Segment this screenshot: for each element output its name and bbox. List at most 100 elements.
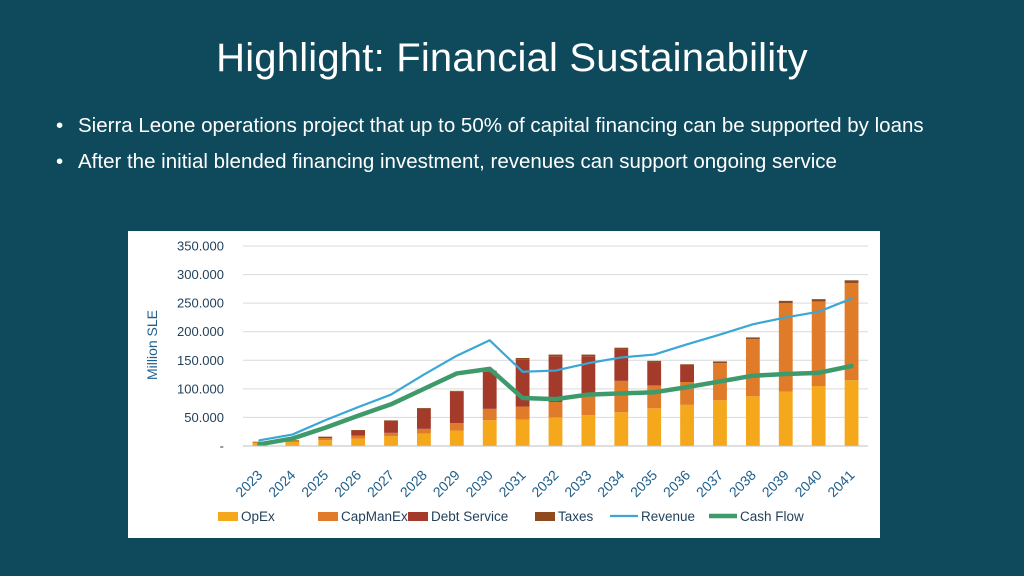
bar-segment-capmanex (844, 283, 859, 381)
x-tick-label: 2038 (726, 467, 759, 500)
line-series (257, 297, 854, 447)
bar-segment-taxes (384, 420, 398, 421)
slide-title: Highlight: Financial Sustainability (216, 36, 808, 80)
bar-segment-debt-service (417, 408, 431, 429)
bar-segment-capmanex (811, 301, 826, 386)
bar-segment-opex (482, 420, 497, 446)
x-tick-label: 2031 (495, 467, 528, 500)
legend-swatch (408, 512, 428, 521)
x-tick-label: 2034 (594, 467, 627, 500)
bar-segment-taxes (351, 430, 366, 431)
bar-segment-capmanex (647, 385, 662, 409)
bar-segment-debt-service (449, 391, 464, 424)
bar-segment-opex (844, 380, 859, 446)
bar-segment-opex (647, 408, 662, 446)
y-axis-label: Million SLE (144, 310, 160, 380)
bar-segment-taxes (844, 280, 859, 284)
bar-segment-opex (351, 438, 366, 446)
legend-label: Taxes (558, 509, 594, 524)
line-cash-flow (257, 363, 854, 447)
bar-segment-opex (680, 404, 694, 446)
legend-swatch (318, 512, 338, 521)
y-tick-label: - (220, 439, 224, 454)
bar-segment-opex (384, 436, 398, 446)
bar-segment-taxes (713, 361, 727, 364)
x-tick-label: 2030 (462, 467, 495, 500)
bar-segment-taxes (647, 360, 662, 363)
chart-panel: - 50.000 100.000 150.000 200.000 250.000 300.0… (128, 231, 880, 538)
legend: OpEx CapManEx Debt Service Taxes Revenue Cash… (218, 509, 804, 524)
bar-segment-opex (778, 391, 793, 446)
bar-segment-taxes (417, 408, 431, 409)
legend-label: OpEx (241, 509, 275, 524)
stacked-bar-line-chart: - 50.000 100.000 150.000 200.000 250.000 300.0… (144, 239, 868, 524)
bar-segment-opex (745, 396, 760, 446)
bar-segment-taxes (778, 300, 793, 304)
x-tick-label: 2026 (331, 467, 364, 500)
bar-segment-taxes (745, 337, 760, 340)
bar-segment-opex (515, 419, 530, 446)
legend-label: Revenue (641, 509, 695, 524)
bar-segment-capmanex (384, 432, 398, 437)
bar-segment-opex (614, 412, 629, 446)
bar-segment-capmanex (745, 339, 760, 397)
y-tick-label: 350.000 (177, 239, 224, 254)
bar-segment-debt-service (482, 371, 497, 409)
line-revenue (258, 297, 853, 442)
legend-label: Cash Flow (740, 509, 804, 524)
bar-segment-debt-service (548, 356, 563, 402)
bar-segment-taxes (581, 354, 596, 357)
bar-segment-debt-service (384, 420, 398, 433)
x-tick-label: 2041 (824, 467, 857, 500)
bar-segment-opex (581, 415, 596, 446)
x-tick-label: 2023 (232, 467, 265, 500)
bar-segment-capmanex (515, 406, 530, 420)
legend-swatch (535, 512, 555, 521)
legend-label: Debt Service (431, 509, 508, 524)
bar-segment-opex (318, 440, 333, 446)
bar-segment-capmanex (581, 396, 596, 416)
bar-segment-taxes (614, 347, 629, 350)
x-tick-label: 2036 (660, 467, 693, 500)
bar-segment-capmanex (318, 438, 333, 441)
x-tick-label: 2040 (791, 467, 824, 500)
x-tick-label: 2028 (397, 467, 430, 500)
bar-segment-debt-service (680, 366, 694, 382)
bar-segment-taxes (680, 364, 694, 366)
bar-segment-debt-service (581, 356, 596, 397)
y-tick-label: 150.000 (177, 353, 224, 368)
bar-segment-capmanex (778, 303, 793, 392)
x-tick-label: 2033 (561, 467, 594, 500)
bar-segment-capmanex (548, 402, 563, 418)
bar-series (252, 280, 859, 446)
bar-segment-capmanex (417, 428, 431, 434)
x-tick-label: 2039 (759, 467, 792, 500)
y-tick-label: 250.000 (177, 296, 224, 311)
bar-segment-taxes (811, 299, 826, 302)
x-tick-label: 2029 (430, 467, 463, 500)
bar-segment-capmanex (449, 423, 464, 431)
x-tick-label: 2027 (364, 467, 397, 500)
bar-segment-taxes (515, 358, 530, 360)
x-tick-label: 2024 (265, 467, 298, 500)
bullet-list: Sierra Leone operations project that up … (56, 112, 996, 184)
y-tick-label: 50.000 (184, 410, 224, 425)
x-tick-label: 2035 (627, 467, 660, 500)
bar-segment-opex (548, 417, 563, 446)
bar-segment-taxes (449, 390, 464, 392)
y-tick-label: 300.000 (177, 267, 224, 282)
bar-segment-opex (285, 442, 300, 446)
bar-segment-opex (449, 430, 464, 446)
y-tick-label: 100.000 (177, 381, 224, 396)
bar-segment-capmanex (482, 408, 497, 421)
bar-segment-opex (713, 400, 727, 446)
legend-swatch (218, 512, 238, 521)
bar-segment-capmanex (614, 380, 629, 413)
bar-segment-debt-service (351, 430, 366, 436)
bar-segment-opex (417, 433, 431, 446)
bar-segment-debt-service (318, 436, 333, 438)
bullet-item: Sierra Leone operations project that up … (56, 112, 996, 139)
x-tick-label: 2032 (528, 467, 561, 500)
x-tick-label: 2025 (298, 467, 331, 500)
bar-segment-capmanex (351, 435, 366, 439)
